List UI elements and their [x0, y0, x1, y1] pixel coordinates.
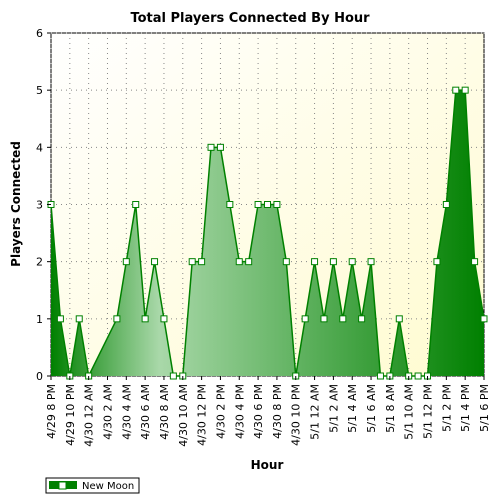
x-tick-label: 4/30 8 AM: [158, 384, 171, 440]
x-tick-label: 4/30 8 PM: [271, 384, 284, 439]
data-point: [226, 201, 234, 208]
x-tick-label: 5/1 4 PM: [459, 384, 472, 432]
x-tick-label: 5/1 12 PM: [422, 384, 435, 439]
y-tick-label: 1: [36, 313, 43, 326]
legend-series-name: New Moon: [82, 481, 134, 492]
chart-title: Total Players Connected By Hour: [130, 11, 370, 26]
data-point: [414, 372, 422, 380]
x-tick-label: 5/1 12 AM: [309, 384, 322, 440]
x-axis-label: Hour: [251, 458, 284, 472]
x-tick-label: 4/30 4 AM: [120, 384, 133, 440]
data-point: [216, 143, 224, 151]
data-point: [235, 258, 243, 266]
data-point: [471, 258, 479, 266]
data-point: [367, 258, 375, 266]
series-area: [51, 90, 484, 377]
data-point: [376, 372, 384, 380]
data-point: [188, 258, 196, 266]
data-point: [480, 315, 488, 323]
data-point: [132, 201, 140, 208]
data-point: [198, 258, 206, 266]
y-tick-label: 5: [36, 84, 43, 97]
x-tick-label: 4/30 6 PM: [252, 384, 265, 439]
x-tick-label: 5/1 8 AM: [384, 384, 397, 433]
x-tick-label: 5/1 4 AM: [346, 384, 359, 433]
x-tick-label: 4/30 10 AM: [177, 384, 190, 447]
x-tick-label: 4/30 6 AM: [139, 384, 152, 440]
x-tick-label: 4/30 4 PM: [233, 384, 246, 439]
data-point: [461, 86, 469, 94]
legend-marker-icon: [58, 481, 67, 490]
x-tick-label: 4/30 2 AM: [101, 384, 114, 440]
x-tick-label: 4/29 8 PM: [45, 384, 58, 439]
data-point: [122, 258, 130, 266]
data-point: [282, 258, 290, 266]
data-point: [339, 315, 347, 323]
y-tick-label: 4: [36, 141, 43, 154]
data-point: [75, 315, 83, 323]
legend: New Moon: [45, 477, 140, 494]
x-tick-label: 4/30 12 PM: [196, 384, 209, 446]
data-point: [395, 315, 403, 323]
y-axis-ticks: 0 1 2 3 4 5 6: [36, 27, 51, 383]
x-tick-label: 5/1 2 PM: [440, 384, 453, 432]
data-point: [113, 315, 121, 323]
data-point: [207, 143, 215, 151]
y-tick-label: 0: [36, 370, 43, 383]
x-axis-ticks: 4/29 8 PM 4/29 10 PM 4/30 12 AM 4/30 2 AM 4/…: [45, 376, 491, 447]
data-point: [320, 315, 328, 323]
data-point: [245, 258, 253, 266]
data-point: [358, 315, 366, 323]
data-point: [433, 258, 441, 266]
data-point: [56, 315, 64, 323]
data-point: [151, 258, 159, 266]
x-tick-label: 4/30 2 PM: [214, 384, 227, 439]
data-point: [301, 315, 309, 323]
data-point: [348, 258, 356, 266]
x-tick-label: 5/1 6 PM: [478, 384, 491, 432]
x-tick-label: 5/1 10 AM: [403, 384, 416, 440]
x-tick-label: 4/29 10 PM: [64, 384, 77, 446]
data-point: [442, 201, 450, 208]
data-point: [329, 258, 337, 266]
data-point: [311, 258, 319, 266]
data-point: [254, 201, 262, 208]
data-point: [169, 372, 177, 380]
data-point: [273, 201, 281, 208]
x-tick-label: 5/1 6 AM: [365, 384, 378, 433]
y-tick-label: 6: [36, 27, 43, 40]
y-axis-label: Players Connected: [9, 141, 23, 267]
x-tick-label: 4/30 10 PM: [290, 384, 303, 446]
y-tick-label: 2: [36, 256, 43, 269]
data-point: [264, 201, 271, 208]
data-point: [452, 86, 460, 94]
data-point: [160, 315, 168, 323]
x-tick-label: 5/1 2 AM: [327, 384, 340, 433]
data-point: [141, 315, 149, 323]
y-tick-label: 3: [36, 199, 43, 212]
x-tick-label: 4/30 12 AM: [83, 384, 96, 447]
